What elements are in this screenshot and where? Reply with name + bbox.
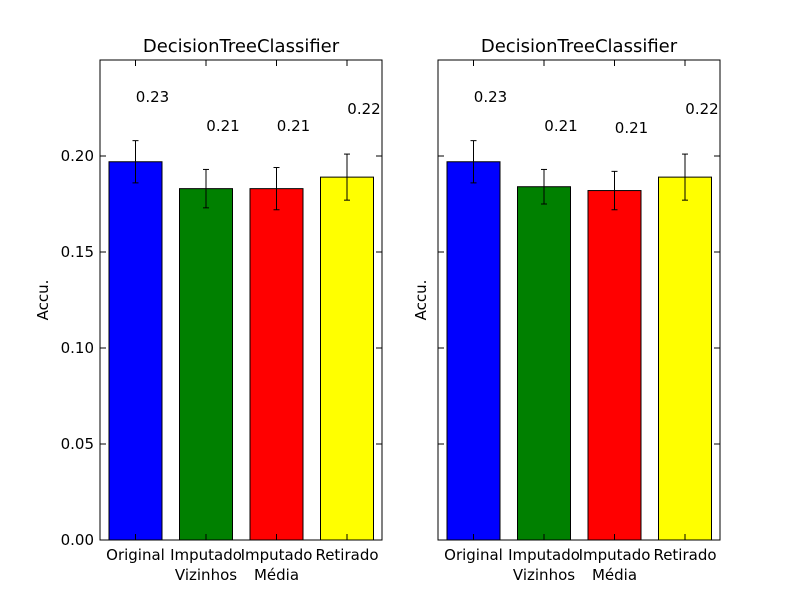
- data-label: 0.21: [277, 117, 310, 135]
- x-tick-label: Imputado: [170, 546, 242, 564]
- bar: [249, 188, 304, 541]
- data-label: 0.21: [544, 117, 577, 135]
- x-tick-label: Imputado: [508, 546, 580, 564]
- x-tick-label: Retirado: [315, 546, 378, 564]
- data-label: 0.23: [474, 88, 507, 106]
- y-axis-label: Accu.: [34, 280, 52, 321]
- x-tick-label: Original: [444, 546, 503, 564]
- x-tick-label: Retirado: [653, 546, 716, 564]
- y-tick-label: 0.10: [61, 339, 94, 357]
- y-tick-label: 0.20: [61, 147, 94, 165]
- x-tick-label: Imputado: [579, 546, 651, 564]
- y-tick-label: 0.00: [61, 531, 94, 549]
- y-tick-label: 0.05: [61, 435, 94, 453]
- x-tick-label: Vizinhos: [175, 566, 237, 584]
- bar: [658, 176, 712, 541]
- x-tick-label: Média: [254, 566, 299, 584]
- bar: [517, 186, 571, 541]
- bar: [179, 188, 233, 541]
- x-tick-label: Média: [592, 566, 637, 584]
- chart-title: DecisionTreeClassifier: [481, 36, 678, 57]
- chart-title: DecisionTreeClassifier: [143, 36, 340, 57]
- bar: [587, 190, 642, 541]
- data-label: 0.22: [347, 100, 380, 118]
- axes-frame: [437, 59, 721, 541]
- x-tick-label: Imputado: [241, 546, 313, 564]
- y-tick-label: 0.15: [61, 243, 94, 261]
- bar: [108, 161, 163, 541]
- bar: [320, 176, 374, 541]
- x-tick-label: Original: [106, 546, 165, 564]
- data-label: 0.22: [685, 100, 718, 118]
- data-label: 0.21: [206, 117, 239, 135]
- y-axis-label: Accu.: [412, 280, 430, 321]
- bar: [446, 161, 501, 541]
- x-tick-label: Vizinhos: [513, 566, 575, 584]
- data-label: 0.21: [615, 119, 648, 137]
- data-label: 0.23: [136, 88, 169, 106]
- axes-frame: [99, 59, 383, 541]
